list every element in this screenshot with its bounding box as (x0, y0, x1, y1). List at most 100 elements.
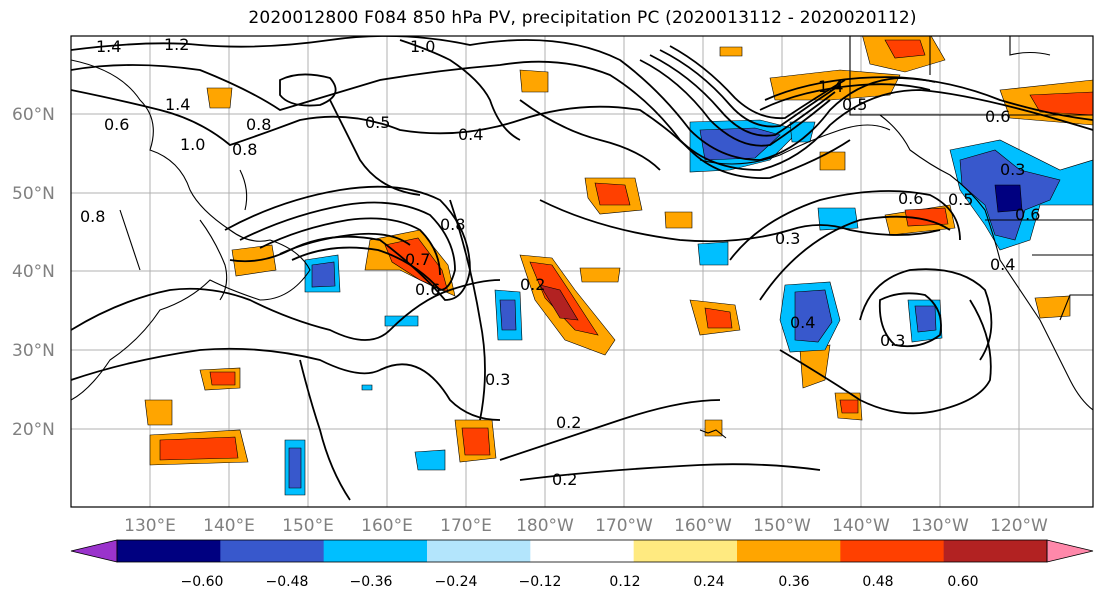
lon-label: 120°W (990, 516, 1048, 536)
lon-label: 160°E (361, 516, 413, 536)
colorbar-tick-label: −0.36 (350, 574, 393, 590)
lat-label: 20°N (12, 420, 55, 440)
colorbar-extension-low (70, 539, 118, 563)
contour-label: 0.6 (898, 189, 923, 208)
colorbar-segment (840, 540, 945, 562)
contour-label: 0.3 (485, 370, 510, 389)
lon-label: 180°W (516, 516, 574, 536)
longitude-labels: 130°E 140°E 150°E 160°E 170°E 180°W 170°… (124, 516, 1048, 536)
lat-label: 30°N (12, 341, 55, 361)
contour-label: 0.6 (104, 115, 129, 134)
contour-label: 0.5 (948, 190, 973, 209)
contour-labels: 1.4 1.2 1.0 1.4 1.0 0.8 0.5 0.4 0.8 0.6 … (80, 35, 1040, 489)
colorbar-extension-high (1046, 539, 1094, 563)
precip-negative-blob (414, 449, 446, 471)
colorbar-segment (530, 540, 635, 562)
lon-label: 170°E (440, 516, 492, 536)
contour-label: 0.8 (232, 140, 257, 159)
colorbar-tick-label: −0.60 (181, 574, 224, 590)
precip-negative-blob (311, 261, 336, 288)
colorbar-tick-label: 0.24 (693, 574, 724, 590)
precip-positive-blob (519, 69, 549, 93)
contour-label: 0.8 (246, 115, 271, 134)
lon-label: 160°W (674, 516, 732, 536)
lon-label: 130°W (911, 516, 969, 536)
contour-label: 0.5 (842, 95, 867, 114)
precip-positive-blob (704, 419, 723, 437)
contour-label: 0.8 (80, 207, 105, 226)
precip-positive-blob (461, 427, 491, 456)
precip-negative-blob (384, 315, 419, 327)
precip-positive-blob (594, 182, 631, 206)
map-title: 2020012800 F084 850 hPa PV, precipitatio… (248, 8, 917, 28)
precip-negative-blob (361, 384, 373, 391)
contour-label: 1.0 (180, 135, 205, 154)
lat-label: 60°N (12, 105, 55, 125)
precip-negative-blob (994, 184, 1023, 213)
precip-positive-blob (884, 39, 926, 59)
precip-positive-blob (539, 284, 579, 321)
precip-positive-blob (819, 151, 846, 171)
precip-positive-blob (579, 267, 621, 283)
precip-positive-blob (159, 436, 239, 461)
colorbar-tick-label: 0.60 (947, 574, 978, 590)
contour-label: 0.4 (990, 255, 1015, 274)
lat-label: 50°N (12, 184, 55, 204)
lon-label: 150°W (753, 516, 811, 536)
contour-label: 0.3 (880, 331, 905, 350)
precip-positive-blob (839, 399, 859, 414)
precip-positive-blob (904, 207, 949, 227)
precip-negative-blob (794, 289, 833, 343)
colorbar (70, 539, 1094, 563)
precip-positive-blob (1029, 91, 1093, 116)
colorbar-tick-label: 0.36 (778, 574, 809, 590)
pv-contours (71, 36, 1093, 501)
latitude-labels: 60°N 50°N 40°N 30°N 20°N (12, 105, 55, 440)
lon-label: 140°E (203, 516, 255, 536)
contour-label: 0.2 (556, 413, 581, 432)
colorbar-tick-label: −0.12 (519, 574, 562, 590)
colorbar-segment (220, 540, 325, 562)
precip-negative-blob (697, 241, 729, 266)
precip-negative-blob (499, 299, 517, 331)
colorbar-frame (116, 539, 1048, 563)
colorbar-tick-label: −0.24 (435, 574, 478, 590)
contour-label: 1.2 (164, 35, 189, 54)
lon-label: 170°W (595, 516, 653, 536)
precip-positive-blob (206, 87, 233, 109)
colorbar-tick-label: −0.48 (266, 574, 309, 590)
precipitation-shading (144, 36, 1093, 496)
contour-label: 1.4 (818, 77, 843, 96)
contour-label: 0.3 (775, 229, 800, 248)
precip-negative-blob (914, 305, 937, 333)
precip-positive-blob (704, 307, 733, 329)
contour-label: 0.4 (790, 313, 815, 332)
precip-positive-blob (144, 399, 173, 426)
contour-label: 0.6 (985, 107, 1010, 126)
colorbar-segment (323, 540, 428, 562)
precip-positive-blob (664, 211, 693, 229)
coastlines (71, 36, 1093, 439)
precip-positive-blob (719, 46, 743, 57)
precip-positive-blob (1034, 295, 1071, 319)
colorbar-segment (737, 540, 841, 562)
contour-label: 0.6 (415, 280, 440, 299)
contour-label: 0.3 (1000, 160, 1025, 179)
colorbar-segment (633, 540, 738, 562)
colorbar-segment (943, 540, 1048, 562)
contour-label: 1.4 (165, 95, 190, 114)
contour-label: 0.5 (365, 113, 390, 132)
contour-label: 0.2 (520, 275, 545, 294)
contour-label: 0.4 (458, 125, 483, 144)
map-frame (70, 35, 1094, 508)
colorbar-tick-label: 0.48 (862, 574, 893, 590)
precip-positive-blob (209, 371, 236, 386)
lat-label: 40°N (12, 262, 55, 282)
colorbar-tick-labels: −0.60 −0.48 −0.36 −0.24 −0.12 0.12 0.24 … (181, 574, 979, 590)
colorbar-segment (117, 540, 221, 562)
lon-label: 150°E (282, 516, 334, 536)
precip-positive-blob (384, 237, 449, 293)
colorbar-segment (427, 540, 531, 562)
lon-label: 140°W (832, 516, 890, 536)
